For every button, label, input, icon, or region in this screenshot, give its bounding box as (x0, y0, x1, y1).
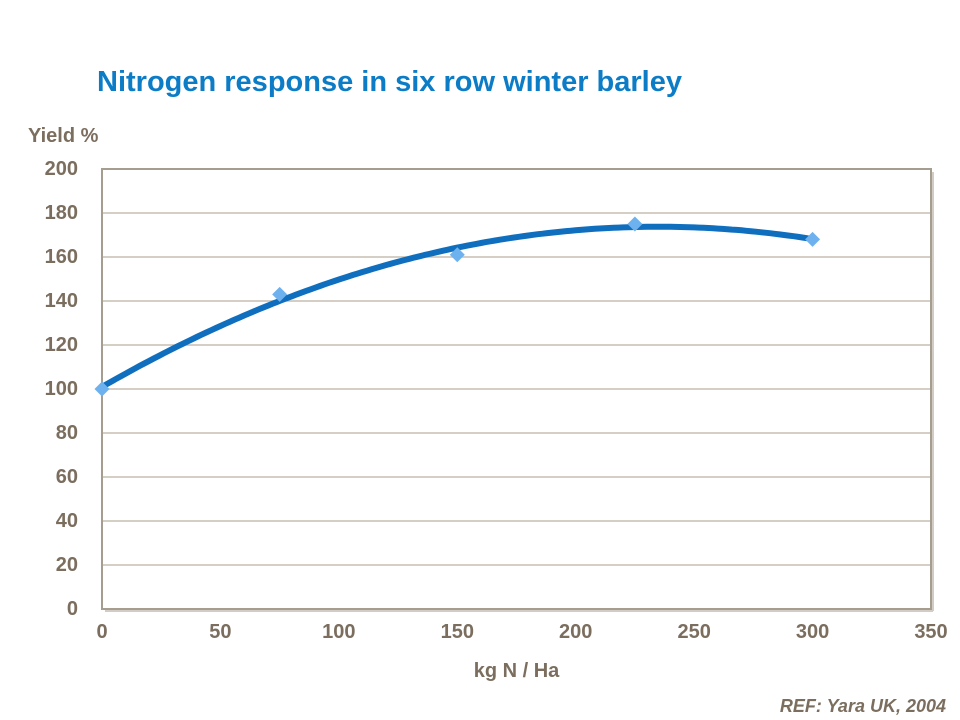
data-point-marker (627, 216, 643, 232)
y-tick-label: 20 (55, 554, 78, 576)
chart-title: Nitrogen response in six row winter barl… (97, 66, 682, 98)
data-point-marker (449, 247, 465, 263)
x-axis-label: kg N / Ha (473, 660, 560, 682)
x-tick-label: 100 (322, 621, 356, 643)
x-tick-label: 0 (96, 621, 108, 643)
y-tick-label: 60 (55, 466, 78, 488)
x-tick-label: 200 (559, 621, 593, 643)
y-tick-label: 160 (44, 246, 78, 268)
y-tick-label: 120 (44, 334, 78, 356)
x-tick-label: 150 (440, 621, 474, 643)
y-tick-label: 40 (55, 510, 78, 532)
reference-note: REF: Yara UK, 2004 (779, 696, 946, 716)
y-tick-label: 180 (44, 202, 78, 224)
y-axis-label: Yield % (28, 125, 99, 147)
y-tick-label: 80 (55, 422, 78, 444)
y-tick-label: 100 (44, 378, 78, 400)
data-point-marker (805, 231, 821, 247)
x-tick-label: 250 (677, 621, 711, 643)
y-tick-label: 200 (44, 158, 78, 180)
data-point-marker (272, 286, 288, 302)
x-tick-label: 350 (914, 621, 948, 643)
y-tick-label: 140 (44, 290, 78, 312)
x-tick-label: 50 (209, 621, 232, 643)
y-tick-label: 0 (66, 598, 78, 620)
data-point-marker (94, 381, 110, 397)
x-tick-label: 300 (795, 621, 830, 643)
